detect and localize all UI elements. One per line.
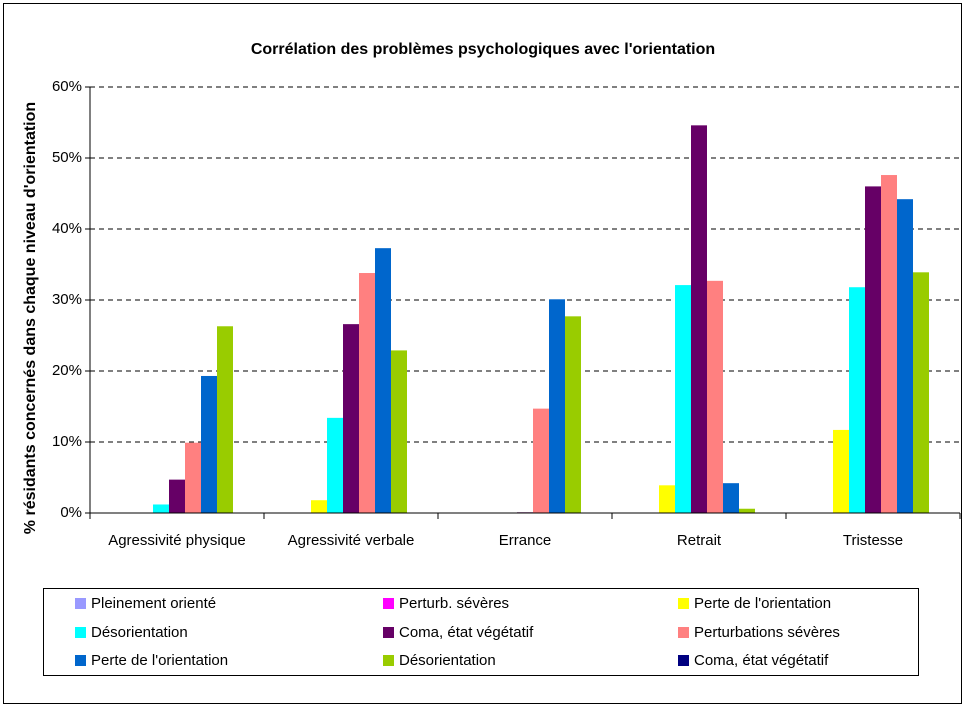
y-axis-title: % résidants concernés dans chaque niveau… (22, 102, 39, 534)
bar (565, 316, 581, 513)
legend-swatch (75, 655, 86, 666)
bar (311, 500, 327, 513)
bar (659, 485, 675, 513)
legend-label: Désorientation (399, 652, 496, 669)
bar (675, 285, 691, 513)
legend-label: Perte de l'orientation (694, 595, 831, 612)
bar (881, 175, 897, 514)
legend-label: Pleinement orienté (91, 595, 216, 612)
x-tick-label: Errance (498, 532, 552, 549)
legend-swatch (383, 598, 394, 609)
y-tick-label: 30% (52, 291, 82, 308)
chart-border (3, 3, 962, 704)
y-tick-label: 20% (52, 362, 82, 379)
y-tick-label: 60% (52, 78, 82, 95)
bar (833, 429, 849, 513)
bar (913, 272, 929, 513)
legend-swatch (75, 627, 86, 638)
legend-swatch (383, 655, 394, 666)
bar (185, 442, 201, 513)
legend-swatch (383, 627, 394, 638)
bar (533, 408, 549, 513)
bar (217, 326, 233, 513)
bar (169, 479, 185, 513)
legend-label: Désorientation (91, 624, 188, 641)
bar (327, 417, 343, 513)
bar (201, 375, 217, 513)
legend-swatch (75, 598, 86, 609)
x-tick-label: Retrait (676, 532, 722, 549)
y-tick-label: 0% (60, 504, 82, 521)
bar (153, 504, 169, 513)
bar (375, 248, 391, 514)
y-tick-label: 40% (52, 220, 82, 237)
bar (549, 299, 565, 513)
bar (723, 483, 739, 513)
bar (739, 508, 755, 513)
bar (849, 287, 865, 513)
bar (897, 199, 913, 513)
legend-label: Coma, état végétatif (399, 624, 534, 641)
bar (865, 186, 881, 513)
x-tick-label: Agressivité verbale (287, 532, 415, 549)
bar (707, 280, 723, 513)
bar (391, 350, 407, 513)
bar (691, 125, 707, 513)
legend-swatch (678, 598, 689, 609)
legend (43, 588, 919, 676)
y-tick-label: 10% (52, 433, 82, 450)
bar (359, 273, 375, 513)
legend-swatch (678, 655, 689, 666)
legend-swatch (678, 627, 689, 638)
legend-label: Coma, état végétatif (694, 652, 829, 669)
x-tick-label: Tristesse (842, 532, 904, 549)
legend-label: Perturb. sévères (399, 595, 509, 612)
x-tick-label: Agressivité physique (108, 532, 246, 549)
legend-label: Perte de l'orientation (91, 652, 228, 669)
chart-title: Corrélation des problèmes psychologiques… (251, 41, 715, 58)
y-tick-label: 50% (52, 149, 82, 166)
legend-label: Perturbations sévères (694, 624, 840, 641)
bar (343, 324, 359, 513)
